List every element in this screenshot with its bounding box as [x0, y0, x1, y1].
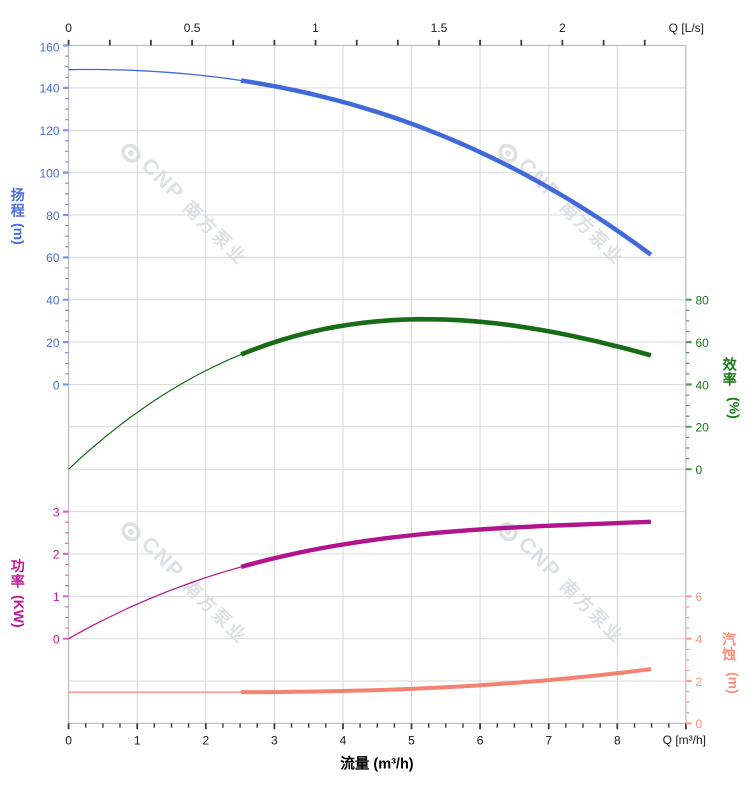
svg-text:7: 7: [545, 734, 552, 748]
svg-text:0: 0: [65, 21, 72, 35]
svg-text:1: 1: [312, 21, 319, 35]
svg-text:0: 0: [53, 633, 60, 647]
svg-text:2: 2: [53, 548, 60, 562]
svg-text:汽: 汽: [722, 632, 736, 648]
svg-text:40: 40: [696, 378, 710, 392]
svg-text:率: 率: [11, 574, 25, 590]
svg-text:0: 0: [65, 734, 72, 748]
svg-text:率: 率: [723, 372, 737, 388]
svg-text:40: 40: [46, 294, 60, 308]
svg-text:效: 效: [723, 357, 738, 373]
svg-text:60: 60: [46, 251, 60, 265]
svg-text:扬: 扬: [11, 187, 25, 203]
svg-text:0: 0: [696, 463, 703, 477]
svg-text:80: 80: [696, 294, 710, 308]
svg-text:5: 5: [408, 734, 415, 748]
svg-text:2: 2: [559, 21, 566, 35]
svg-text:Q [m³/h]: Q [m³/h]: [663, 733, 706, 747]
svg-text:2: 2: [696, 675, 703, 689]
svg-text:80: 80: [46, 209, 60, 223]
svg-text:0.5: 0.5: [184, 21, 201, 35]
svg-text:0: 0: [53, 378, 60, 392]
svg-text:(KW): (KW): [11, 595, 27, 628]
svg-text:60: 60: [696, 336, 710, 350]
svg-text:160: 160: [39, 41, 59, 55]
svg-text:功: 功: [11, 558, 25, 574]
svg-text:20: 20: [46, 336, 60, 350]
svg-text:1.5: 1.5: [431, 21, 448, 35]
svg-text:蚀: 蚀: [721, 647, 736, 663]
svg-text:120: 120: [39, 124, 59, 138]
svg-text:1: 1: [53, 590, 60, 604]
svg-text:6: 6: [477, 734, 484, 748]
svg-text:流量 (m³/h): 流量 (m³/h): [340, 755, 413, 773]
svg-text:3: 3: [271, 734, 278, 748]
svg-text:(m): (m): [11, 223, 27, 245]
svg-text:4: 4: [696, 633, 703, 647]
svg-text:8: 8: [614, 734, 621, 748]
svg-text:20: 20: [696, 421, 710, 435]
svg-text:1: 1: [134, 734, 141, 748]
svg-text:100: 100: [39, 166, 59, 180]
svg-text:4: 4: [340, 734, 347, 748]
svg-text:3: 3: [53, 505, 60, 519]
svg-text:Q [L/s]: Q [L/s]: [669, 21, 704, 35]
svg-text:(m): (m): [725, 672, 741, 694]
svg-text:(%): (%): [726, 397, 742, 419]
svg-text:2: 2: [202, 734, 209, 748]
svg-text:140: 140: [39, 82, 59, 96]
svg-text:6: 6: [696, 590, 703, 604]
svg-text:0: 0: [696, 717, 703, 731]
svg-text:程: 程: [11, 203, 25, 219]
